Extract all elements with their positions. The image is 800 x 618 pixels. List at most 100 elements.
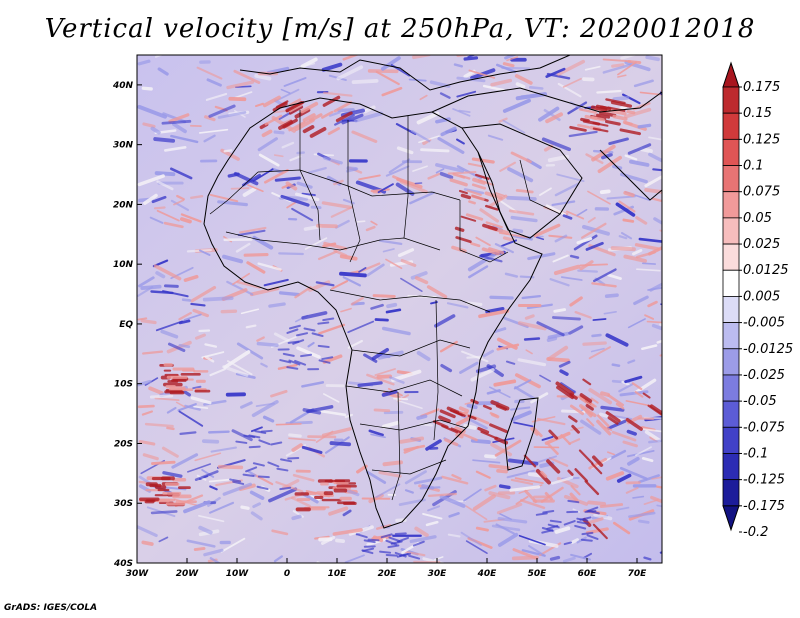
field-streak <box>627 456 640 466</box>
field-streak <box>568 130 598 138</box>
lat-tick-label: 10S <box>114 380 133 390</box>
descent-streak <box>279 486 292 491</box>
field-streak <box>209 193 239 203</box>
field-streak <box>536 321 565 337</box>
field-streak <box>441 475 469 485</box>
ascent-streak <box>322 95 341 107</box>
field-streak <box>223 149 233 153</box>
field-streak <box>566 210 585 220</box>
ascent-streak <box>309 126 327 138</box>
descent-streak <box>288 359 301 366</box>
field-streak <box>142 122 156 128</box>
field-streak <box>322 393 340 403</box>
field-streak <box>494 439 522 457</box>
descent-streak <box>362 547 375 552</box>
ascent-streak <box>288 98 302 107</box>
field-streak <box>580 222 607 239</box>
lon-tick-label: 0 <box>284 569 290 579</box>
field-streak <box>420 148 450 153</box>
ascent-streak <box>634 390 644 398</box>
colorbar-label: -0.175 <box>743 499 785 514</box>
field-streak <box>583 552 593 559</box>
field-streak <box>166 406 177 414</box>
field-streak <box>504 272 519 278</box>
field-streak <box>558 360 571 368</box>
field-streak <box>478 309 510 319</box>
field-streak <box>246 261 266 274</box>
field-streak <box>656 504 662 508</box>
ascent-streak <box>530 427 539 436</box>
descent-streak <box>321 356 334 361</box>
field-streak <box>163 284 179 288</box>
descent-streak <box>581 531 594 536</box>
field-streak <box>623 254 647 263</box>
border-line <box>257 169 461 201</box>
field-streak <box>168 113 190 124</box>
colorbar-label: 0.005 <box>743 289 780 304</box>
field-streak <box>278 252 304 256</box>
ascent-streak <box>567 469 574 476</box>
field-streak <box>560 382 576 394</box>
field-streak <box>413 476 443 485</box>
field-streak <box>235 242 251 253</box>
colorbar-segment <box>722 374 740 402</box>
field-streak <box>506 195 537 201</box>
field-streak <box>193 405 209 410</box>
field-streak <box>495 523 515 535</box>
field-streak <box>487 134 504 141</box>
descent-streak <box>280 458 293 463</box>
field-streak <box>576 237 593 245</box>
field-streak <box>618 235 628 240</box>
field-streak <box>203 548 224 557</box>
field-streak <box>552 254 569 263</box>
field-streak <box>357 381 383 388</box>
ascent-streak <box>607 394 625 407</box>
field-streak <box>171 453 199 469</box>
field-streak <box>375 483 401 499</box>
ascent-streak <box>470 242 481 248</box>
field-streak <box>518 534 546 546</box>
descent-streak <box>586 534 599 540</box>
colorbar-label: 0.075 <box>743 185 780 200</box>
field-streak <box>291 514 302 521</box>
descent-streak <box>288 324 301 330</box>
field-streak <box>378 239 403 246</box>
field-streak <box>486 389 501 395</box>
field-streak <box>632 248 643 256</box>
field-streak <box>593 513 613 521</box>
field-streak <box>321 62 343 72</box>
ascent-streak <box>524 489 538 504</box>
field-streak <box>624 60 651 72</box>
field-streak <box>403 444 426 452</box>
field-streak <box>521 294 542 300</box>
field-streak <box>501 66 531 70</box>
field-streak <box>306 405 334 414</box>
ascent-streak <box>288 105 304 115</box>
field-streak <box>356 220 366 223</box>
field-streak <box>363 353 378 363</box>
field-streak <box>297 62 316 69</box>
ascent-streak <box>327 127 340 136</box>
field-streak <box>345 167 359 173</box>
descent-streak <box>256 485 269 491</box>
field-streak <box>482 84 506 92</box>
ascent-streak <box>570 485 581 496</box>
field-streak <box>204 355 215 363</box>
descent-streak <box>242 473 255 477</box>
field-streak <box>192 385 202 390</box>
field-streak <box>625 400 653 407</box>
field-streak <box>636 268 661 272</box>
ascent-streak <box>586 418 595 427</box>
field-streak <box>141 86 153 91</box>
field-streak <box>385 165 410 177</box>
field-streak <box>370 433 386 439</box>
field-streak <box>524 314 535 320</box>
field-streak <box>204 115 216 122</box>
ascent-streak <box>596 113 611 119</box>
field-streak <box>552 316 581 321</box>
field-streak <box>240 401 253 409</box>
field-streak <box>528 545 546 557</box>
ascent-streak <box>485 204 499 211</box>
border-line <box>351 339 471 357</box>
field-streak <box>585 153 604 165</box>
